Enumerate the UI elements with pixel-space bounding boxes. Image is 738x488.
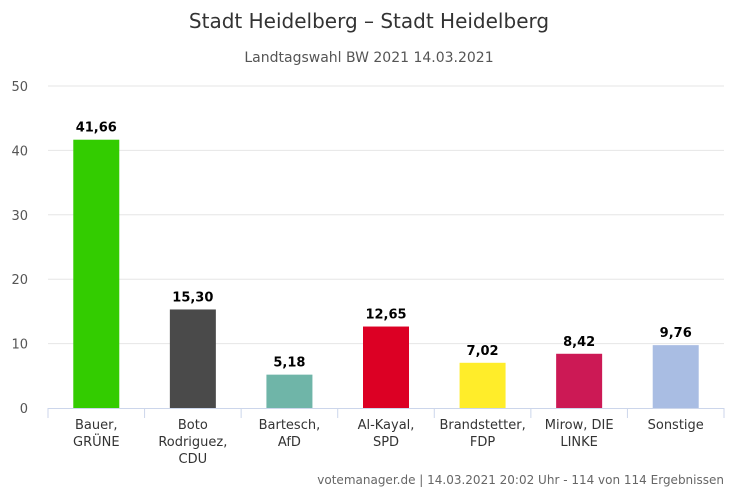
chart-credit[interactable]: votemanager.de | 14.03.2021 20:02 Uhr - … (317, 473, 724, 487)
data-label: 5,18 (273, 356, 305, 371)
y-axis: 0 10 20 30 40 50 (11, 80, 28, 417)
x-tick-label-line: SPD (373, 435, 399, 450)
x-tick-label-line: Boto (178, 418, 208, 433)
x-tick-label-line: CDU (179, 452, 208, 467)
x-tick-label-line: Rodriguez, (158, 435, 227, 450)
bar[interactable] (459, 362, 506, 408)
x-tick-label-line: FDP (470, 435, 495, 450)
bars: 41,66 15,30 5,18 12,65 7,02 8,42 9,76 (73, 121, 699, 408)
x-tick-label: Bauer, GRÜNE (73, 418, 120, 450)
data-label: 12,65 (365, 308, 406, 323)
x-tick-label: Sonstige (648, 418, 704, 433)
x-tick-label-line: Bartesch, (259, 418, 321, 433)
bar[interactable] (363, 326, 409, 408)
x-tick-label: Bartesch, AfD (259, 418, 321, 450)
bar[interactable] (556, 353, 603, 408)
x-tick-label-line: AfD (278, 435, 301, 450)
x-tick-label: Mirow, DIE LINKE (545, 418, 614, 450)
data-label: 8,42 (563, 335, 595, 350)
data-label: 7,02 (467, 344, 499, 359)
x-tick-label: Brandstetter, FDP (439, 418, 525, 450)
bar[interactable] (266, 374, 313, 408)
grid-lines (48, 85, 724, 345)
y-tick-label: 50 (11, 80, 28, 95)
x-tick-label-line: GRÜNE (73, 433, 120, 450)
x-tick-label-line: Al-Kayal, (358, 418, 415, 433)
x-tick-label: Al-Kayal, SPD (358, 418, 415, 450)
data-label: 15,30 (172, 290, 213, 305)
chart-subtitle: Landtagswahl BW 2021 14.03.2021 (244, 50, 493, 66)
data-label: 41,66 (76, 121, 117, 136)
y-tick-label: 10 (11, 338, 28, 353)
x-tick-label-line: LINKE (560, 435, 598, 450)
x-axis: Bauer, GRÜNE Boto Rodriguez, CDU Bartesch, AfD… (47, 408, 725, 467)
bar[interactable] (652, 345, 699, 408)
x-tick-label: Boto Rodriguez, CDU (158, 418, 227, 467)
y-tick-label: 0 (20, 402, 28, 417)
y-tick-label: 40 (11, 144, 28, 159)
data-label: 9,76 (660, 326, 692, 341)
bar[interactable] (169, 309, 216, 408)
x-tick-label-line: Mirow, DIE (545, 418, 614, 433)
x-tick-label-line: Sonstige (648, 418, 704, 433)
y-tick-label: 20 (11, 273, 28, 288)
chart-title: Stadt Heidelberg – Stadt Heidelberg (189, 9, 549, 33)
x-tick-label-line: Brandstetter, (439, 418, 525, 433)
y-tick-label: 30 (11, 209, 28, 224)
bar[interactable] (73, 139, 120, 408)
x-tick-label-line: Bauer, (75, 418, 118, 433)
